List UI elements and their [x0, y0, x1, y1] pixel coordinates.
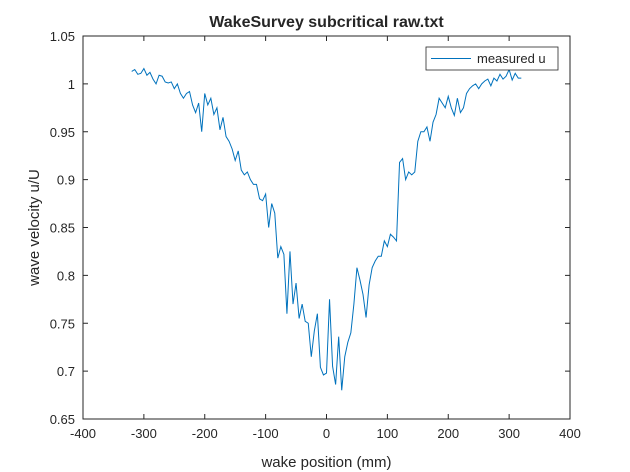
- axis-tick-labels: -400 -300 -200 -100 0 100 200 300 400 0.65 0.7 0.75…: [50, 29, 581, 441]
- y-axis-label: wave velocity u/U: [26, 169, 43, 287]
- y-tick-label: 1: [68, 77, 75, 92]
- y-tick-label: 0.7: [57, 364, 75, 379]
- x-tick-label: 200: [437, 426, 459, 441]
- legend-label-measured-u: measured u: [477, 51, 546, 66]
- x-tick-label: -200: [192, 426, 218, 441]
- x-axis-label: wake position (mm): [260, 454, 391, 471]
- y-tick-label: 0.85: [50, 221, 75, 236]
- x-tick-label: -400: [70, 426, 96, 441]
- y-tick-label: 1.05: [50, 29, 75, 44]
- x-tick-label: 300: [498, 426, 520, 441]
- y-tick-label: 0.8: [57, 268, 75, 283]
- plot-area: [83, 36, 570, 419]
- y-tick-label: 0.95: [50, 125, 75, 140]
- legend: measured u: [425, 46, 559, 71]
- chart-title: WakeSurvey subcritical raw.txt: [209, 14, 444, 31]
- x-tick-label: -300: [131, 426, 157, 441]
- x-tick-label: 100: [377, 426, 399, 441]
- plot-frame: [82, 35, 571, 420]
- y-tick-label: 0.9: [57, 173, 75, 188]
- legend-box: [425, 46, 559, 71]
- x-tick-label: 0: [323, 426, 330, 441]
- y-tick-label: 0.65: [50, 412, 75, 427]
- series-line-measured-u: [131, 67, 522, 391]
- y-tick-label: 0.75: [50, 316, 75, 331]
- x-tick-label: -100: [253, 426, 279, 441]
- x-tick-label: 400: [559, 426, 581, 441]
